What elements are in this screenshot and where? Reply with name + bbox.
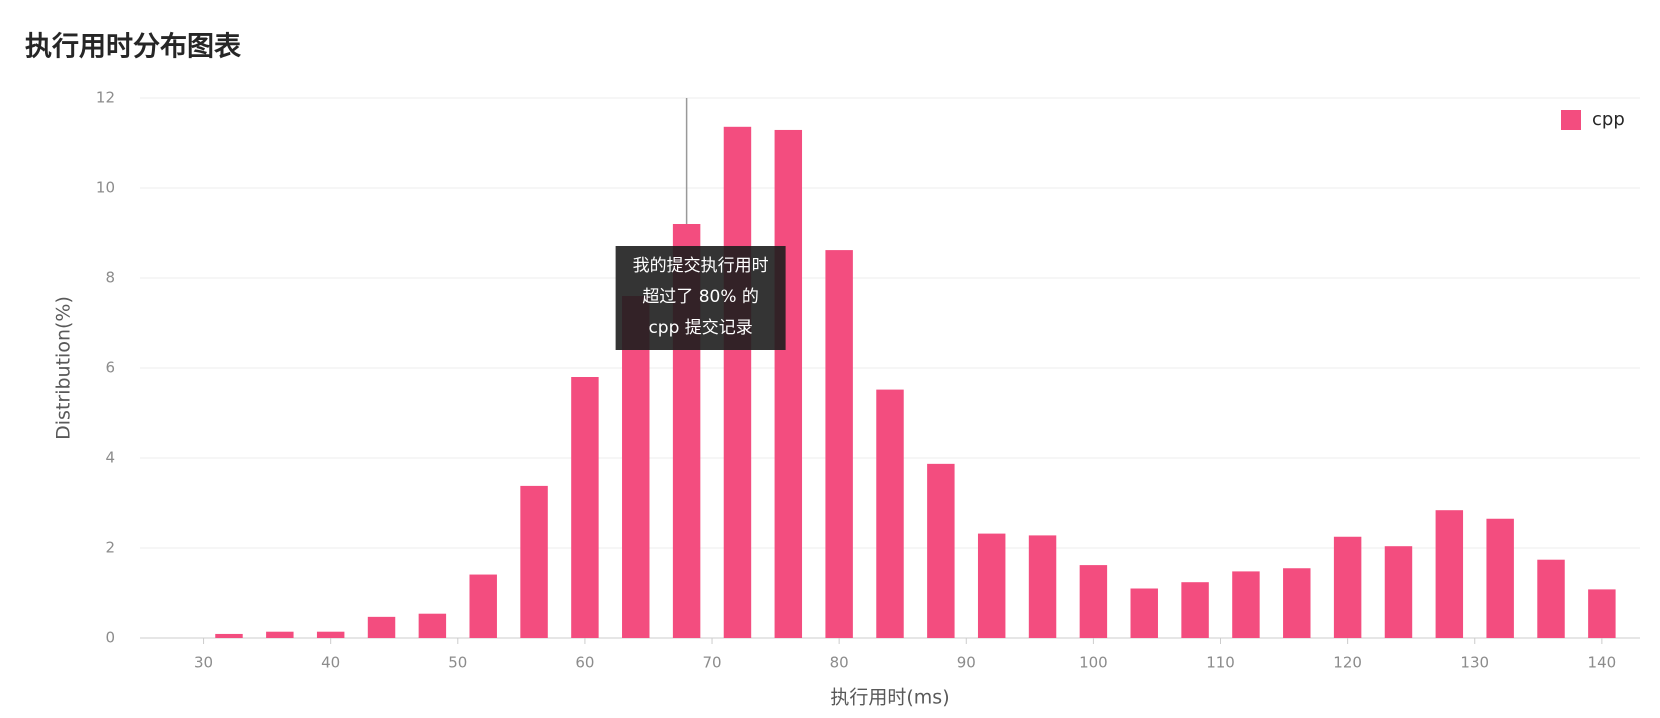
bar xyxy=(571,377,599,638)
bar xyxy=(1588,589,1616,638)
bar xyxy=(977,533,1006,638)
tooltip-box xyxy=(615,246,786,350)
y-axis-label: Distribution(%) xyxy=(53,296,75,440)
bar xyxy=(927,463,955,638)
y-tick-label: 10 xyxy=(96,179,115,197)
bar xyxy=(1384,546,1413,638)
y-tick-label: 2 xyxy=(105,539,115,557)
bar xyxy=(266,631,294,638)
y-tick-label: 0 xyxy=(105,629,115,647)
bar xyxy=(1181,582,1209,638)
x-tick-label: 30 xyxy=(194,654,213,672)
x-tick-label: 60 xyxy=(575,654,594,672)
y-tick-label: 12 xyxy=(96,89,115,107)
tooltip-line: 超过了 80% 的 xyxy=(642,287,759,307)
bar xyxy=(316,631,345,638)
x-tick-label: 100 xyxy=(1079,654,1108,672)
x-axis-label: 执行用时(ms) xyxy=(830,687,949,709)
x-tick-label: 140 xyxy=(1588,654,1617,672)
bar xyxy=(622,296,650,638)
bar xyxy=(723,126,752,639)
y-tick-label: 4 xyxy=(105,449,115,467)
bar xyxy=(774,129,803,638)
bar xyxy=(418,613,447,638)
bar xyxy=(1283,568,1311,638)
x-tick-label: 110 xyxy=(1206,654,1235,672)
bar xyxy=(1435,510,1464,638)
bar xyxy=(1079,565,1108,638)
tooltip-line: 我的提交执行用时 xyxy=(633,256,769,276)
bar xyxy=(1486,518,1514,638)
bar xyxy=(367,616,396,638)
bar xyxy=(1232,571,1260,638)
bar xyxy=(1028,535,1057,638)
bar xyxy=(469,574,497,638)
bar xyxy=(1333,536,1362,638)
bar xyxy=(1130,588,1158,638)
x-tick-label: 80 xyxy=(830,654,849,672)
bar xyxy=(1537,559,1565,638)
bar xyxy=(215,633,243,638)
x-tick-label: 50 xyxy=(448,654,467,672)
bar xyxy=(825,250,853,638)
x-tick-label: 90 xyxy=(957,654,976,672)
y-tick-label: 6 xyxy=(105,359,115,377)
legend-swatch xyxy=(1561,110,1581,130)
bar xyxy=(520,485,548,638)
legend-label: cpp xyxy=(1592,109,1625,130)
chart-title: 执行用时分布图表 xyxy=(25,31,241,63)
x-tick-label: 130 xyxy=(1460,654,1489,672)
x-tick-label: 40 xyxy=(321,654,340,672)
tooltip-line: cpp 提交记录 xyxy=(648,318,752,338)
x-tick-label: 70 xyxy=(702,654,721,672)
bar xyxy=(876,389,904,638)
y-tick-label: 8 xyxy=(105,269,115,287)
x-tick-label: 120 xyxy=(1333,654,1362,672)
